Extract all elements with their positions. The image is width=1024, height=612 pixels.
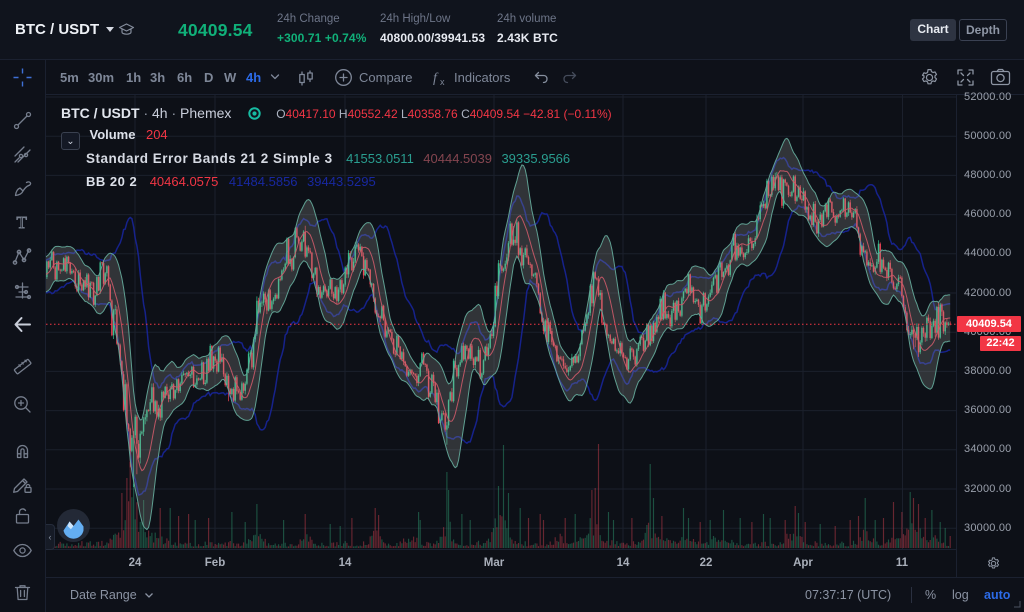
svg-text:x: x (440, 77, 445, 87)
svg-text:f: f (433, 71, 439, 86)
svg-text:T: T (17, 213, 28, 232)
